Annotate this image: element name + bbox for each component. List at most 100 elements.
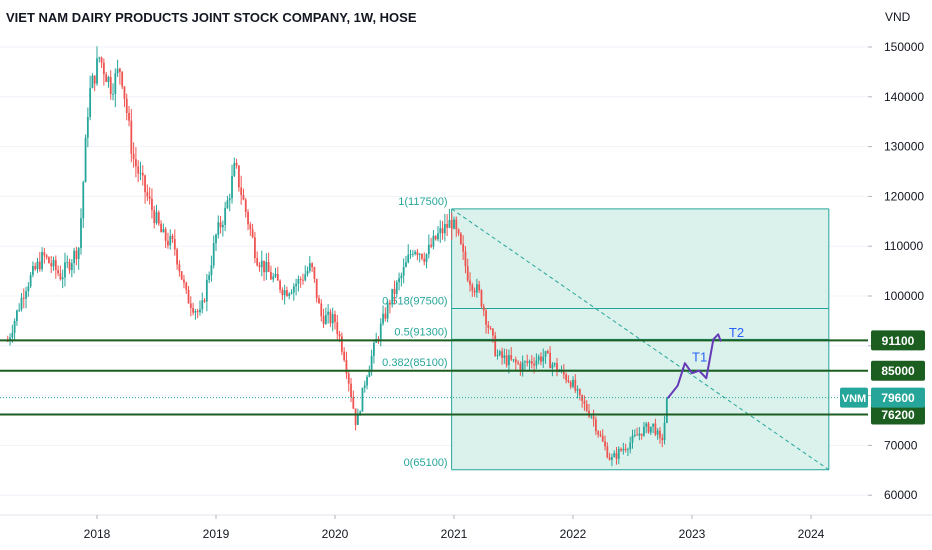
candle-body (585, 403, 588, 411)
candle-body (308, 263, 311, 271)
candle-body (416, 251, 419, 255)
candle-body (338, 334, 341, 337)
candle-body (315, 278, 318, 299)
candle-body (173, 239, 176, 250)
candle-body (407, 254, 410, 263)
candle-body (212, 243, 215, 266)
candle-body (89, 87, 92, 118)
candle-body (524, 361, 526, 363)
candle-body (496, 354, 499, 356)
candle-body (583, 401, 586, 404)
candle-body (25, 291, 27, 299)
fib-level-label: 0.382(85100) (382, 357, 447, 369)
candle-body (162, 229, 165, 233)
candle-body (629, 442, 632, 450)
x-tick-label: 2023 (679, 527, 706, 541)
candle-body (427, 244, 430, 255)
x-tick-label: 2021 (441, 527, 468, 541)
candle-body (501, 351, 503, 358)
candle-body (153, 210, 156, 224)
candle-body (123, 86, 126, 99)
candle-body (18, 309, 21, 311)
candle-body (400, 275, 403, 279)
candle-body (363, 385, 366, 388)
candle-body (661, 437, 664, 441)
price-axis: 6000070000800009000010000011000012000013… (840, 0, 932, 550)
annotation-t2: T2 (729, 325, 744, 340)
candle-body (157, 212, 160, 224)
candle-body (624, 448, 627, 451)
candle-body (514, 359, 517, 363)
candle-body (578, 389, 581, 395)
candle-body (141, 172, 144, 176)
candle-body (125, 98, 128, 114)
fib-level-label: 0.5(91300) (394, 326, 447, 338)
candle-body (572, 379, 574, 387)
candle-body (368, 369, 371, 377)
candle-body (68, 262, 71, 271)
y-tick-label: 110000 (884, 239, 923, 253)
y-tick-label: 70000 (884, 438, 918, 452)
candle-body (620, 448, 622, 451)
candle-body (48, 257, 50, 264)
candle-body (45, 255, 48, 258)
candle-body (402, 266, 405, 276)
candle-body (594, 419, 597, 432)
candle-body (228, 198, 231, 201)
candle-body (503, 355, 506, 358)
candle-body (286, 290, 288, 297)
candle-body (302, 279, 304, 281)
candle-body (398, 278, 400, 283)
candle-body (299, 278, 302, 280)
candle-body (336, 322, 339, 335)
candle-body (549, 352, 552, 369)
candle-body (196, 311, 199, 313)
candle-body (601, 435, 604, 442)
candle-body (494, 335, 497, 356)
candle-body (423, 258, 426, 262)
symbol-tag-label: VNM (842, 393, 866, 405)
candle-body (320, 303, 323, 317)
candle-body (556, 363, 558, 372)
candle-body (354, 408, 357, 425)
last-price-tag-label: 79600 (881, 391, 915, 405)
candle-body (100, 57, 103, 63)
candle-body (414, 251, 416, 254)
candle-body (221, 224, 224, 228)
candle-body (270, 272, 272, 280)
candle-body (295, 283, 297, 287)
candle-body (80, 218, 82, 248)
candle-body (389, 302, 391, 305)
candle-body (569, 381, 572, 387)
candle-body (258, 265, 261, 268)
candle-body (324, 314, 327, 325)
candle-body (306, 270, 309, 275)
candle-body (663, 422, 666, 441)
candle-body (334, 314, 336, 323)
candle-body (647, 423, 650, 433)
candle-body (505, 355, 508, 366)
candle-body (297, 278, 300, 284)
candle-body (164, 229, 167, 241)
level-lines (0, 339, 870, 416)
level-tag (871, 404, 925, 425)
candle-body (84, 137, 87, 183)
x-tick-label: 2020 (322, 527, 349, 541)
candle-body (180, 271, 183, 280)
candle-body (533, 363, 535, 366)
candle-body (226, 200, 229, 208)
x-tick-label: 2019 (203, 527, 230, 541)
candle-body (462, 243, 465, 252)
candle-body (91, 75, 94, 88)
candle-body (542, 356, 545, 362)
y-tick-label: 140000 (884, 90, 924, 104)
candle-body (450, 219, 453, 229)
candle-body (656, 430, 659, 435)
candle-body (645, 423, 648, 427)
candle-body (292, 286, 295, 293)
candle-body (649, 426, 652, 433)
candle-body (409, 254, 412, 256)
candle-body (558, 371, 561, 373)
candle-body (276, 273, 279, 281)
